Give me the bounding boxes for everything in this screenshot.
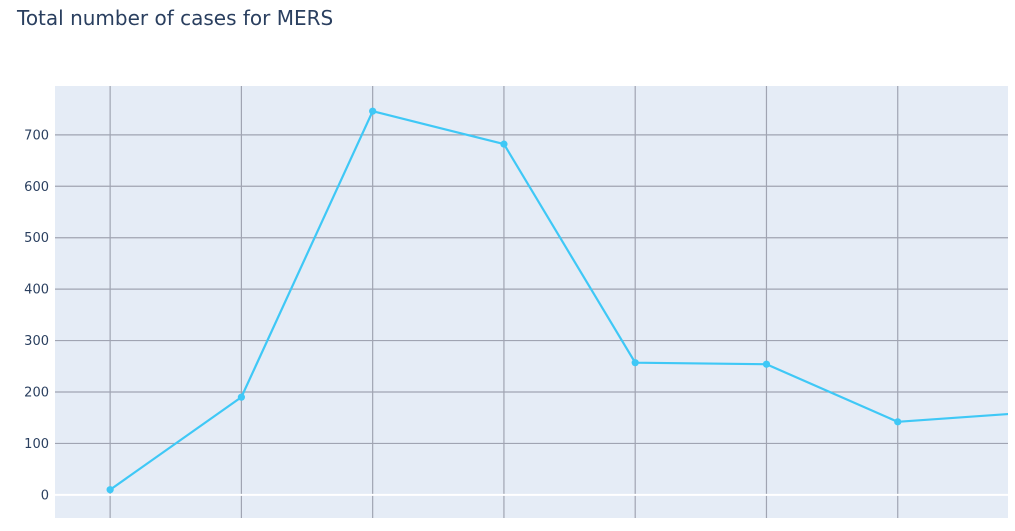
y-tick-label: 700 (24, 128, 49, 143)
data-point (631, 359, 639, 367)
data-point (106, 486, 114, 494)
y-tick-label: 100 (24, 437, 49, 452)
y-tick-label: 500 (24, 231, 49, 246)
chart-title: Total number of cases for MERS (17, 6, 334, 30)
y-tick-label: 200 (24, 386, 49, 401)
data-point (894, 418, 902, 426)
plot-background (55, 86, 1008, 518)
data-point (237, 393, 245, 401)
y-tick-label: 400 (24, 283, 49, 298)
series-line (109, 110, 1008, 491)
data-point (369, 107, 377, 115)
y-tick-label: 600 (24, 180, 49, 195)
data-point (762, 360, 771, 368)
y-tick-label: 0 (41, 488, 49, 503)
data-point (500, 140, 508, 148)
series-group (106, 107, 1008, 494)
y-tick-label: 300 (24, 334, 49, 349)
